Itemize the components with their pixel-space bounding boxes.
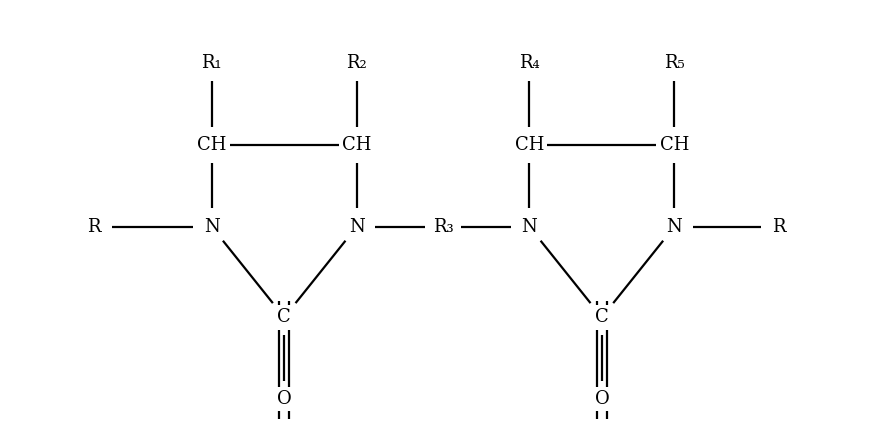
Text: N: N <box>349 218 365 235</box>
Text: CH: CH <box>660 136 689 154</box>
Text: R₁: R₁ <box>202 54 222 72</box>
Text: CH: CH <box>197 136 226 154</box>
Text: R: R <box>87 218 100 235</box>
Text: N: N <box>522 218 537 235</box>
Text: R₅: R₅ <box>664 54 685 72</box>
Text: C: C <box>277 308 291 326</box>
Text: CH: CH <box>342 136 372 154</box>
Text: N: N <box>203 218 219 235</box>
Text: R₂: R₂ <box>346 54 367 72</box>
Text: R₃: R₃ <box>432 218 453 235</box>
Text: R: R <box>772 218 786 235</box>
Text: C: C <box>595 308 609 326</box>
Text: N: N <box>667 218 682 235</box>
Text: O: O <box>277 390 291 408</box>
Text: R₄: R₄ <box>519 54 539 72</box>
Text: CH: CH <box>515 136 544 154</box>
Text: O: O <box>595 390 610 408</box>
